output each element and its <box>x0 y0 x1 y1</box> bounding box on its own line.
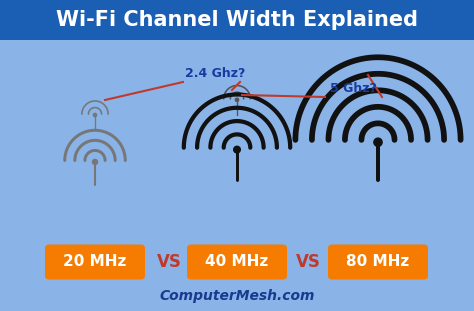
Circle shape <box>234 146 240 153</box>
FancyBboxPatch shape <box>45 244 145 280</box>
Text: 20 MHz: 20 MHz <box>64 254 127 270</box>
Circle shape <box>93 114 97 117</box>
Text: VS: VS <box>156 253 182 271</box>
Circle shape <box>235 98 239 101</box>
Circle shape <box>92 160 98 165</box>
FancyBboxPatch shape <box>187 244 287 280</box>
Text: 80 MHz: 80 MHz <box>346 254 410 270</box>
Text: Wi-Fi Channel Width Explained: Wi-Fi Channel Width Explained <box>56 10 418 30</box>
Text: 5 Ghz?: 5 Ghz? <box>330 82 377 95</box>
Text: 40 MHz: 40 MHz <box>205 254 269 270</box>
Text: 2.4 Ghz?: 2.4 Ghz? <box>185 67 246 80</box>
Text: ComputerMesh.com: ComputerMesh.com <box>159 289 315 303</box>
Text: VS: VS <box>296 253 320 271</box>
FancyBboxPatch shape <box>328 244 428 280</box>
Circle shape <box>374 138 382 146</box>
FancyBboxPatch shape <box>0 0 474 40</box>
